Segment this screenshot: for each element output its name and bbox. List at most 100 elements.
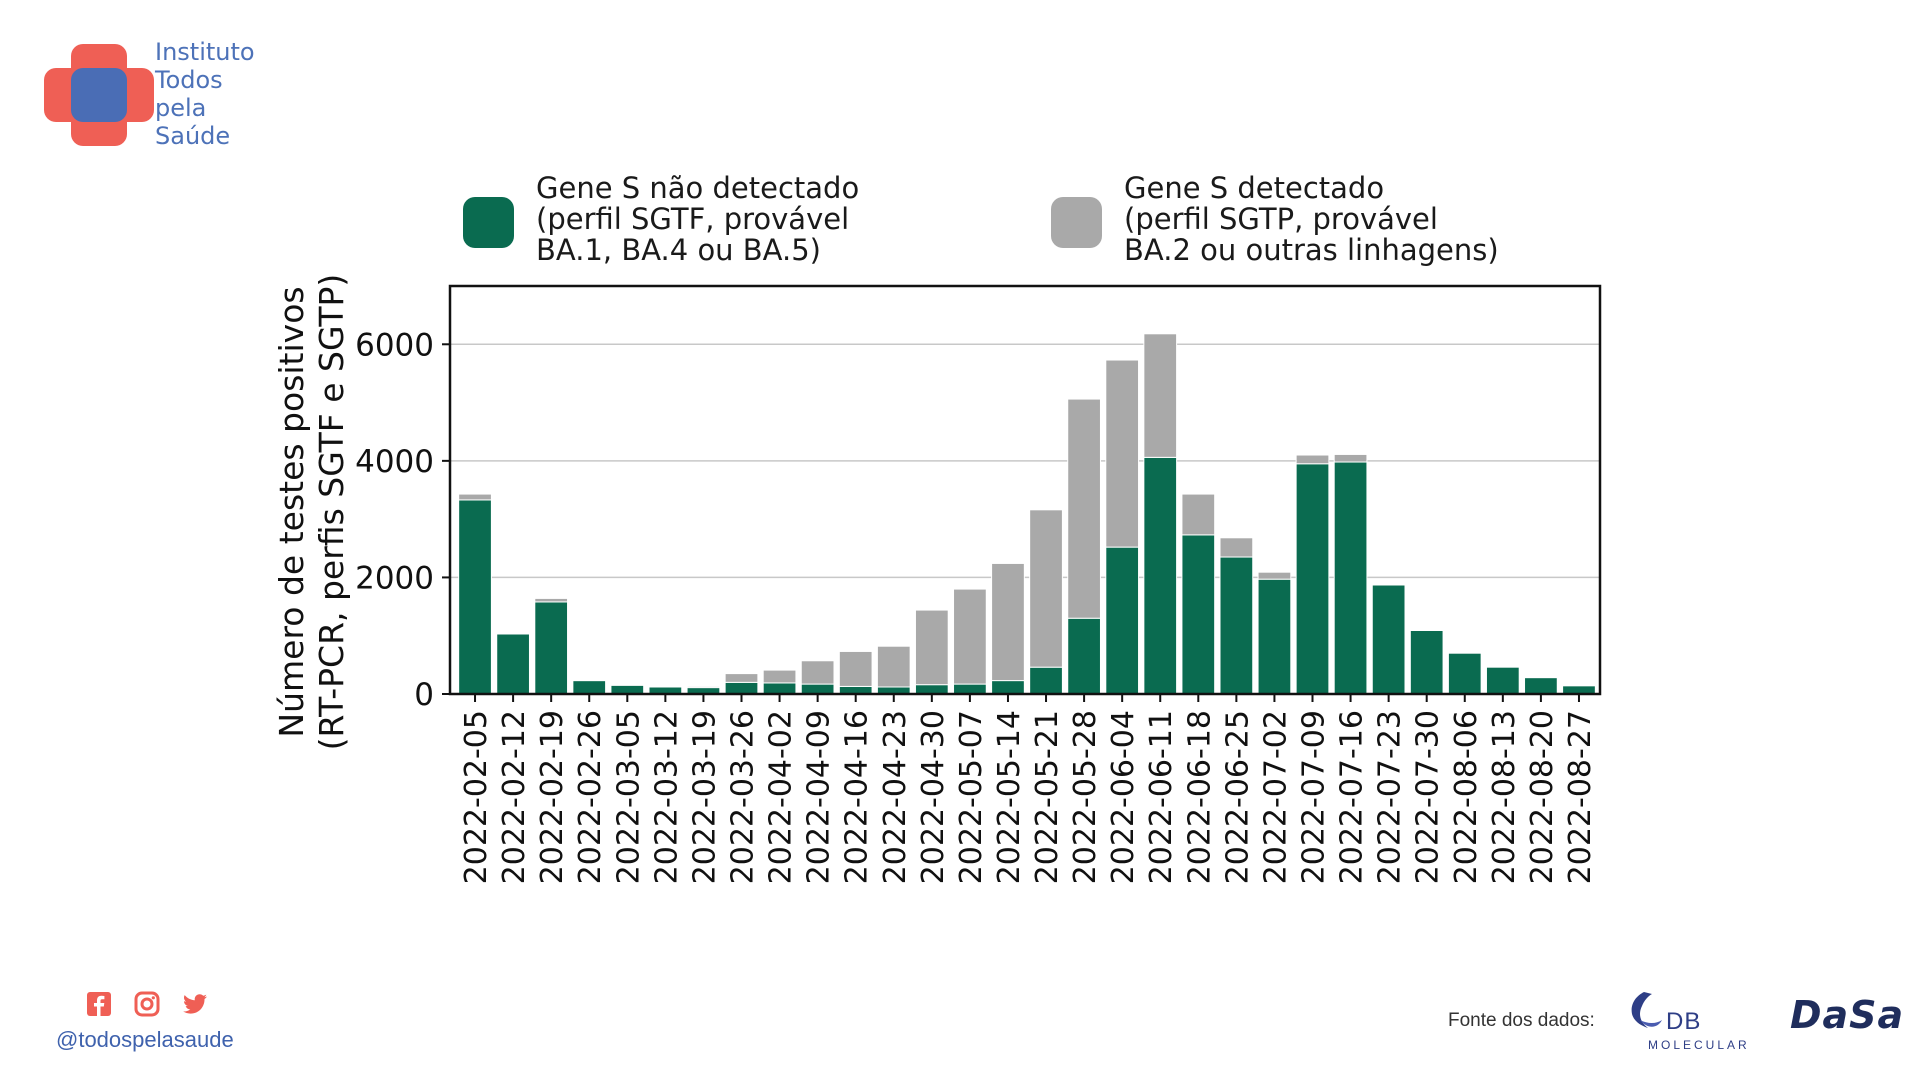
bar-sgtf (724, 681, 759, 695)
db-molecular-logo-icon (1631, 992, 1662, 1028)
bar-sgtf (914, 684, 949, 695)
x-tick-label: 2022-07-23 (1373, 710, 1408, 884)
social-icons (86, 991, 208, 1017)
bar-sgtf (1219, 556, 1254, 695)
bar-sgtf (800, 683, 835, 695)
bar-sgtp (1409, 629, 1444, 631)
bar-sgtp (953, 588, 987, 685)
legend-label-sgtp: Gene S detectado (perfil SGTP, provável … (1124, 173, 1499, 266)
x-tick-label: 2022-04-16 (840, 710, 875, 884)
bar-sgtp (534, 597, 569, 603)
y-tick-label: 6000 (355, 327, 434, 363)
bar-sgtf (1029, 666, 1063, 695)
bar-sgtp (876, 645, 911, 688)
bar-sgtp (914, 609, 949, 686)
bar-sgtf (762, 682, 797, 695)
x-tick-label: 2022-02-12 (497, 710, 532, 884)
twitter-icon[interactable] (182, 991, 208, 1017)
x-tick-label: 2022-08-13 (1487, 710, 1522, 884)
x-tick-label: 2022-04-30 (916, 710, 951, 884)
x-tick-label: 2022-04-23 (878, 710, 913, 884)
bar-sgtp (1029, 509, 1063, 668)
legend-line: BA.2 ou outras linhagens) (1124, 233, 1499, 267)
source-label: Fonte dos dados: (1448, 1010, 1595, 1031)
bar-sgtf (1485, 666, 1520, 695)
x-tick-label: 2022-08-27 (1563, 710, 1598, 884)
bar-sgtf (1409, 629, 1444, 695)
db-molecular-name: DB (1666, 1008, 1702, 1035)
bar-sgtp (1067, 398, 1101, 619)
x-tick-label: 2022-04-09 (802, 710, 837, 884)
bar-sgtp (838, 650, 873, 687)
bar-sgtp (1219, 537, 1254, 558)
logo-center (71, 68, 127, 122)
logo-text: Instituto Todos pela Saúde (155, 38, 255, 150)
y-tick-label: 4000 (355, 444, 434, 480)
instituto-logo-icon (44, 44, 154, 146)
legend-line: Gene S detectado (1124, 171, 1385, 205)
y-tick-label: 2000 (355, 560, 434, 596)
bar-sgtp (1143, 333, 1178, 458)
x-tick-label: 2022-06-25 (1220, 710, 1255, 884)
x-tick-label: 2022-04-02 (764, 710, 799, 884)
legend-line: Gene S não detectado (536, 171, 860, 205)
bar-sgtp (610, 684, 645, 686)
logo-line: Todos (155, 66, 223, 94)
x-tick-label: 2022-07-30 (1411, 710, 1446, 884)
bar-sgtp (458, 493, 492, 501)
bar-sgtp (1257, 571, 1292, 580)
x-tick-label: 2022-02-26 (573, 710, 608, 884)
bar-sgtf (496, 633, 530, 695)
x-tick-label: 2022-08-06 (1449, 710, 1484, 884)
x-tick-label: 2022-02-05 (459, 710, 494, 884)
bar-sgtp (496, 632, 530, 635)
social-handle-link[interactable]: @todospelasaude (56, 1027, 234, 1052)
logo-line: Saúde (155, 122, 231, 150)
x-tick-label: 2022-07-02 (1258, 710, 1293, 884)
bar-sgtf (991, 680, 1025, 695)
bar-sgtf (1067, 617, 1101, 695)
x-tick-label: 2022-03-12 (649, 710, 684, 884)
bar-sgtf (1143, 456, 1178, 695)
bar-sgtp (1371, 583, 1406, 586)
x-tick-label: 2022-06-18 (1182, 710, 1217, 884)
bar-sgtf (1181, 534, 1216, 695)
bar-sgtf (1447, 652, 1482, 695)
legend-swatch-sgtp (1051, 197, 1102, 248)
facebook-icon[interactable] (86, 991, 112, 1017)
bar-sgtp (724, 673, 759, 683)
bar-sgtf (610, 684, 645, 695)
bar-sgtf (458, 499, 492, 695)
x-tick-label: 2022-05-21 (1030, 710, 1065, 884)
x-tick-label: 2022-03-26 (726, 710, 761, 884)
x-tick-label: 2022-05-28 (1068, 710, 1103, 884)
x-tick-label: 2022-06-11 (1144, 710, 1179, 884)
legend-item-sgtf: Gene S não detectado (perfil SGTF, prová… (463, 173, 859, 266)
instagram-icon[interactable] (134, 991, 160, 1017)
x-tick-label: 2022-07-16 (1335, 710, 1370, 884)
bar-sgtf (1105, 546, 1140, 695)
y-tick-label: 0 (414, 677, 434, 713)
bar-sgtp (648, 685, 683, 688)
legend-line: BA.1, BA.4 ou BA.5) (536, 233, 821, 267)
dasa-logo: DaSa (1790, 993, 1905, 1037)
x-tick-label: 2022-05-14 (992, 710, 1027, 884)
bar-sgtf (953, 683, 987, 695)
x-tick-label: 2022-06-04 (1106, 710, 1141, 884)
bar-sgtp (686, 685, 721, 689)
bar-sgtp (800, 660, 835, 685)
bar-sgtf (534, 601, 569, 695)
bar-sgtp (762, 669, 797, 684)
bar-sgtp (1295, 454, 1330, 465)
legend-label-sgtf: Gene S não detectado (perfil SGTF, prová… (536, 173, 859, 266)
x-tick-label: 2022-08-20 (1525, 710, 1560, 884)
bar-sgtf (1257, 578, 1292, 695)
plot-frame (448, 284, 1602, 696)
x-tick-label: 2022-03-05 (611, 710, 646, 884)
bar-sgtp (1333, 453, 1368, 463)
bar-sgtp (1105, 359, 1140, 548)
logo-line: pela (155, 94, 207, 122)
bar-sgtf (572, 680, 607, 695)
